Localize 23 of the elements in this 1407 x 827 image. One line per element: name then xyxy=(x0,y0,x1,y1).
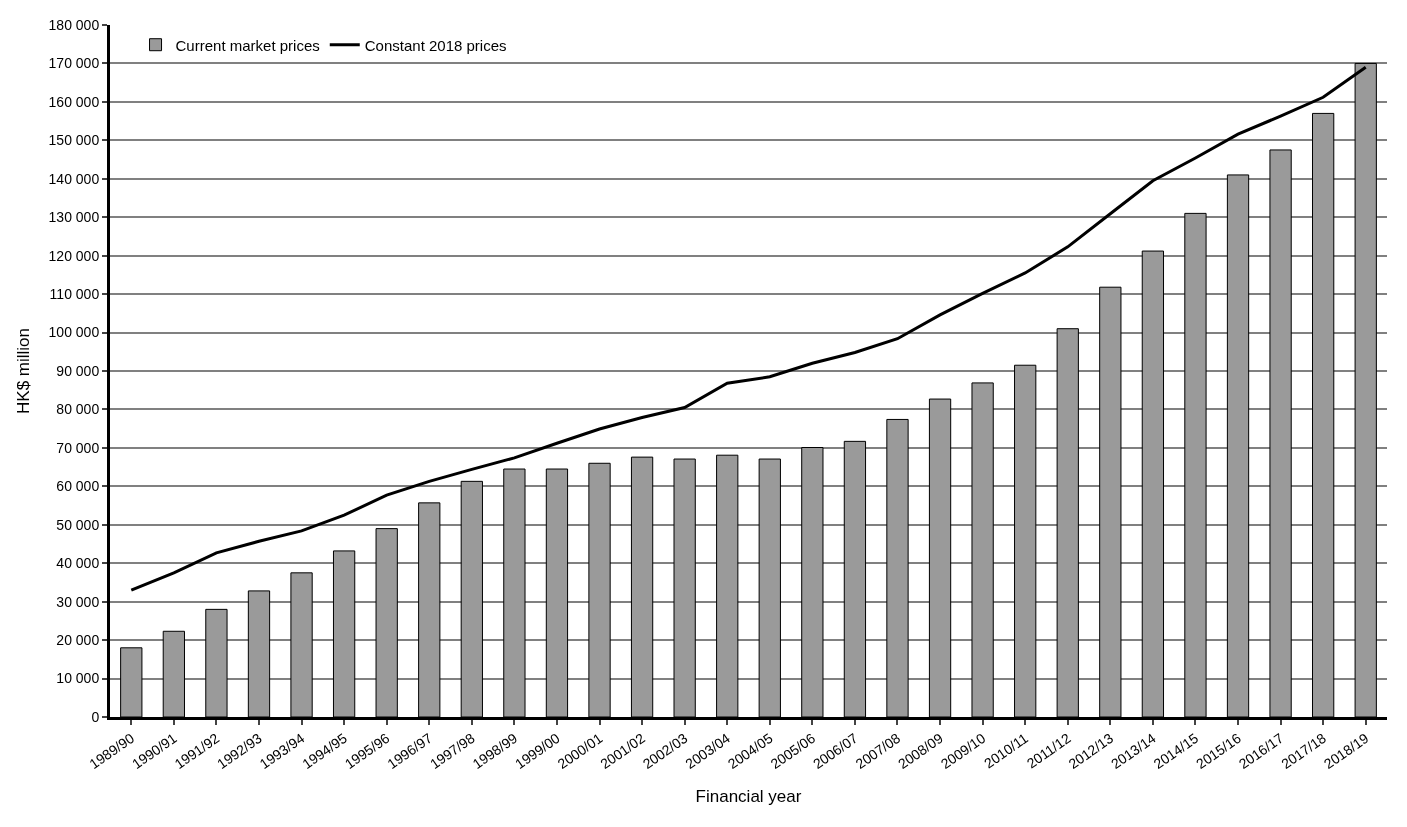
y-tick-label: 170 000 xyxy=(48,55,100,72)
y-tick-label: 60 000 xyxy=(56,478,100,495)
x-axis-title: Financial year xyxy=(695,787,802,807)
legend-label: Current market prices xyxy=(175,36,320,54)
y-tick-label: 70 000 xyxy=(56,439,100,456)
y-tick-label: 140 000 xyxy=(48,170,100,187)
y-axis-title: HK$ million xyxy=(14,328,34,414)
y-tick-label: 40 000 xyxy=(56,555,100,572)
y-tick-label: 50 000 xyxy=(56,516,100,533)
legend-label: Constant 2018 prices xyxy=(364,36,507,54)
y-tick-label: 150 000 xyxy=(48,132,100,149)
y-tick-label: 20 000 xyxy=(56,632,100,649)
y-tick-label: 160 000 xyxy=(48,93,100,110)
y-tick-label: 110 000 xyxy=(49,286,100,303)
y-tick-label: 180 000 xyxy=(48,16,100,33)
y-tick-label: 90 000 xyxy=(56,362,100,379)
y-tick-label: 100 000 xyxy=(48,324,100,341)
y-tick-label: 80 000 xyxy=(56,401,100,418)
y-tick-label: 30 000 xyxy=(56,593,100,610)
y-tick-label: 120 000 xyxy=(48,247,100,264)
y-tick-label: 10 000 xyxy=(56,670,100,687)
y-tick-label: 0 xyxy=(91,708,100,725)
y-tick-label: 130 000 xyxy=(48,209,100,226)
